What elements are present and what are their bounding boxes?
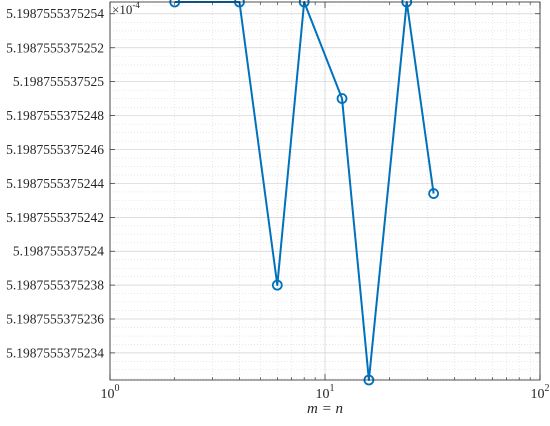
y-tick-label: 5.1987555375252	[6, 40, 104, 55]
x-tick-labels: 100 101 102	[101, 383, 550, 402]
y-tick-label: 5.1987555375236	[6, 312, 104, 327]
series-line	[174, 1, 435, 381]
x-tick-label: 102	[531, 383, 550, 402]
minor-grid	[110, 2, 540, 380]
y-tick-label: 5.198755537524	[13, 244, 104, 259]
y-tick-labels: 5.1987555375234 5.1987555375236 5.19875553…	[6, 6, 104, 360]
y-multiplier-base: ×10	[112, 2, 132, 17]
y-tick-label: 5.1987555375248	[6, 108, 104, 123]
y-tick-label: 5.1987555375244	[6, 176, 104, 191]
y-tick-label: 5.1987555375234	[6, 345, 104, 360]
x-tick-label-exponent: 0	[115, 383, 120, 394]
y-tick-label: 5.1987555375238	[6, 278, 104, 293]
tick-marks	[109, 2, 541, 380]
y-tick-label: 5.1987555375246	[6, 142, 104, 157]
data-point	[428, 188, 440, 199]
x-axis-label: m = n	[307, 401, 343, 417]
x-tick-label-base: 10	[101, 387, 115, 402]
x-tick-label-base: 10	[531, 387, 545, 402]
y-multiplier-exponent: -4	[132, 0, 140, 10]
y-multiplier-label: ×10-4	[112, 0, 140, 17]
x-tick-label-exponent: 2	[545, 383, 550, 394]
data-point	[336, 93, 348, 104]
y-tick-label: 5.1987555375254	[6, 6, 104, 21]
y-tick-label: 5.1987555375242	[6, 210, 104, 225]
data-point	[271, 279, 283, 291]
x-tick-label: 101	[316, 383, 335, 402]
x-tick-label-exponent: 1	[330, 383, 335, 394]
x-tick-label-base: 10	[316, 387, 330, 402]
x-tick-label: 100	[101, 383, 120, 402]
y-tick-label: 5.198755537525	[13, 74, 104, 89]
